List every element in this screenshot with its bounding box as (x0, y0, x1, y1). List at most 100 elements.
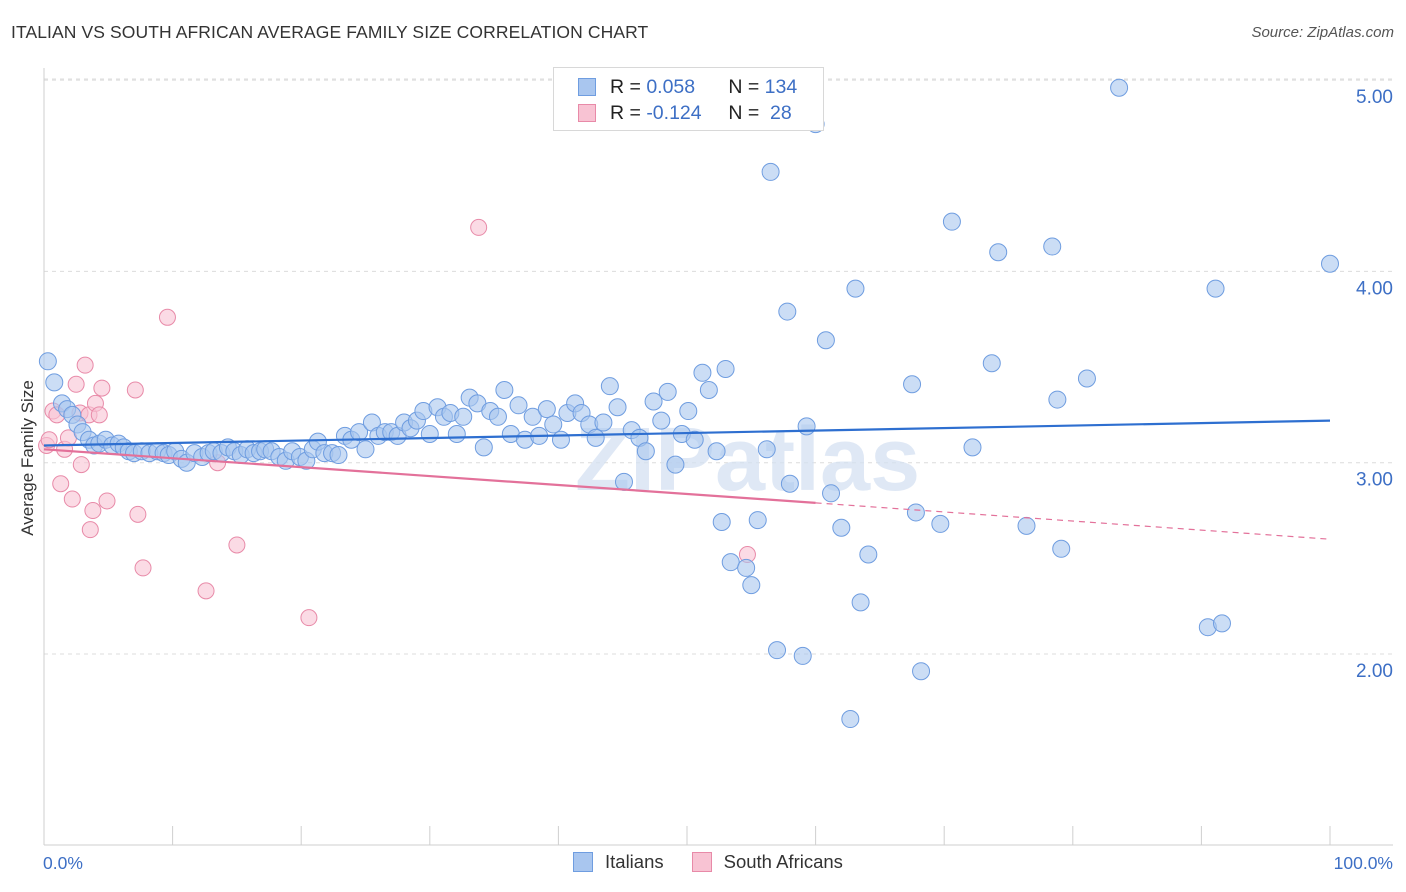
italians-point (644, 392, 663, 411)
italians-point (488, 407, 507, 426)
italians-point (1048, 390, 1067, 409)
italians-point (329, 446, 348, 465)
italians-point (963, 438, 982, 457)
italians-point (699, 381, 718, 400)
italians-point (851, 593, 870, 612)
legend-item-italians[interactable]: Italians (573, 851, 664, 873)
south-africans-point (129, 505, 147, 523)
south-africans-point (63, 490, 81, 508)
south-africans-point (197, 582, 215, 600)
y-tick-label: 2.00 (1356, 661, 1393, 682)
italians-point (45, 373, 64, 392)
south-africans-swatch (578, 104, 596, 122)
italians-point (350, 423, 369, 442)
italians-point (931, 514, 950, 533)
south-africans-legend-swatch (691, 852, 712, 872)
x-ticks (43, 826, 1331, 845)
italians-point (721, 553, 740, 572)
italians-point (989, 243, 1008, 262)
stats-legend: R = 0.058 N = 134 R = -0.124 N = 28 (553, 67, 824, 131)
italians-point (859, 545, 878, 564)
italians-point (816, 331, 835, 350)
italians-point (356, 440, 375, 459)
chart-title: ITALIAN VS SOUTH AFRICAN AVERAGE FAMILY … (11, 22, 649, 42)
italians-point (1212, 614, 1231, 633)
italians-point (780, 474, 799, 493)
source-label: Source: ZipAtlas.com (1251, 24, 1394, 41)
italians-point (600, 377, 619, 396)
italians-point (906, 503, 925, 522)
italians-point (679, 402, 698, 421)
legend-row-italians: R = 0.058 N = 134 (578, 74, 797, 100)
italians-point (636, 442, 655, 461)
italians-point (832, 518, 851, 537)
south-africans-point (98, 492, 116, 510)
r-label: R = (610, 101, 647, 124)
italians-point (846, 279, 865, 298)
italians-point (666, 455, 685, 474)
italians-point (693, 363, 712, 382)
italians-point (912, 662, 931, 681)
italians-point (1206, 279, 1225, 298)
r-label: R = (610, 75, 647, 98)
italians-point (594, 413, 613, 432)
n-value: 28 (764, 101, 792, 124)
italians-point (707, 442, 726, 461)
italians-point (551, 430, 570, 449)
italians-trend-line (43, 419, 1331, 447)
italians-point (1052, 539, 1071, 558)
italians-point (509, 396, 528, 415)
italians-point (793, 646, 812, 665)
italians-point (797, 417, 816, 436)
italians-point (1321, 254, 1339, 273)
y-tick-label: 4.00 (1356, 278, 1393, 299)
italians-point (1077, 369, 1096, 388)
italians-point (778, 302, 797, 321)
italians-point (822, 484, 841, 503)
south-africans-point (300, 609, 318, 627)
legend-row-south-africans: R = -0.124 N = 28 (578, 100, 792, 126)
south-africans-point (84, 502, 102, 520)
italians-point (608, 398, 627, 417)
x-tick-label-min: 0.0% (43, 853, 83, 873)
italians-point (761, 162, 780, 181)
n-label: N = (728, 101, 765, 124)
italians-point (652, 411, 671, 430)
italians-point (712, 513, 731, 532)
south-africans-point (40, 431, 58, 449)
italians-point (586, 428, 605, 447)
italians-swatch (578, 78, 596, 96)
italians-point (454, 407, 473, 426)
south-africans-point (90, 406, 108, 424)
italians-point (38, 352, 57, 371)
italians-legend-swatch (573, 852, 593, 872)
south-africans-legend-label: South Africans (723, 851, 843, 872)
italians-point (757, 440, 776, 459)
y-axis-label: Average Family Size (18, 380, 37, 536)
italians-point (495, 381, 514, 400)
italians-point (537, 400, 556, 419)
x-tick-label-max: 100.0% (1334, 853, 1393, 873)
south-africans-trend-extension (815, 502, 1331, 540)
italians-point (523, 407, 542, 426)
y-tick-label: 3.00 (1356, 470, 1393, 491)
italians-point (982, 354, 1001, 373)
italians-point (474, 438, 493, 457)
r-value: -0.124 (646, 101, 702, 124)
south-africans-point (67, 375, 85, 393)
italians-point (1110, 78, 1129, 97)
legend-item-south-africans[interactable]: South Africans (691, 851, 843, 873)
italians-point (447, 425, 466, 444)
south-africans-point (470, 218, 488, 236)
y-tick-labels: 2.00 3.00 4.00 5.00 (1356, 87, 1393, 682)
italians-point (685, 430, 704, 449)
n-label: N = (728, 75, 765, 98)
south-africans-point (126, 381, 144, 399)
italians-point (658, 382, 677, 401)
south-africans-point (76, 356, 94, 374)
trend-lines (43, 419, 1331, 540)
italians-point (1017, 516, 1036, 535)
south-africans-point (93, 379, 111, 397)
italians-point (614, 472, 633, 491)
